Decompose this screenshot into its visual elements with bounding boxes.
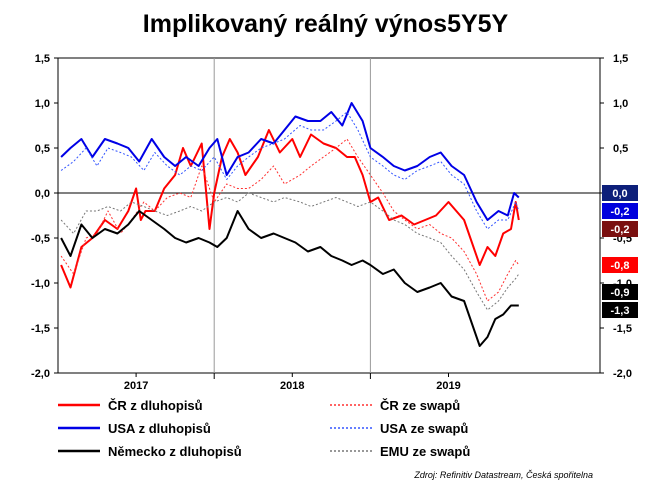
value-badge-0 (602, 185, 638, 201)
legend-label-0: ČR z dluhopisů (108, 398, 203, 413)
y-tick-label-left: -1,5 (31, 323, 50, 335)
badge-layer: 0,0 -0,2 -0,2 -0,8 -0,9 -1,3 (602, 185, 638, 318)
y-tick-label-left: 0,0 (35, 188, 50, 200)
value-badge-label-3: -0,8 (611, 260, 630, 272)
value-badge-label-1: -0,2 (611, 206, 630, 218)
legend-label-4: Německo z dluhopisů (108, 444, 242, 459)
chart-title: Implikovaný reálný výnos5Y5Y (142, 10, 509, 38)
value-badge-3 (602, 257, 638, 273)
value-badge-4 (602, 284, 638, 300)
value-badge-5 (602, 302, 638, 318)
value-badge-label-0: 0,0 (612, 188, 627, 200)
y-tick-label-right: 1,0 (613, 98, 628, 110)
y-tick-label-left: -2,0 (31, 368, 50, 380)
series-line-2 (60, 102, 520, 221)
value-badge-1 (602, 203, 638, 219)
y-tick-label-left: 1,0 (35, 98, 50, 110)
y-tick-label-left: 1,5 (35, 53, 50, 65)
x-tick-label: 2018 (280, 380, 304, 392)
legend-layer: ČR z dluhopisů ČR ze swapů USA z dluhopisů… (58, 398, 470, 459)
y-tick-label-left: -0,5 (31, 233, 50, 245)
x-tick-label: 2019 (436, 380, 460, 392)
legend-label-5: EMU ze swapů (380, 444, 470, 459)
y-tick-label-right: 0,5 (613, 143, 628, 155)
value-badge-label-2: -0,2 (611, 224, 630, 236)
plot-frame (57, 57, 601, 374)
series-layer (60, 102, 520, 347)
y-tick-label-right: -1,5 (613, 323, 632, 335)
series-line-1 (60, 138, 520, 302)
legend-label-1: ČR ze swapů (380, 398, 460, 413)
series-line-3 (60, 111, 520, 230)
legend-label-3: USA ze swapů (380, 421, 468, 436)
series-line-0 (60, 129, 520, 289)
value-badge-label-5: -1,3 (611, 305, 630, 317)
legend-label-2: USA z dluhopisů (108, 421, 211, 436)
x-tick-label: 2017 (124, 380, 148, 392)
series-line-4 (60, 210, 519, 347)
y-tick-label-right: -2,0 (613, 368, 632, 380)
y-tick-label-left: 0,5 (35, 143, 50, 155)
source-note: Zdroj: Refinitiv Datastream, Česká spoři… (413, 470, 593, 480)
value-badge-label-4: -0,9 (611, 287, 630, 299)
series-line-5 (60, 192, 520, 311)
value-badge-2 (602, 221, 638, 237)
y-tick-label-right: 1,5 (613, 53, 628, 65)
y-tick-label-left: -1,0 (31, 278, 50, 290)
